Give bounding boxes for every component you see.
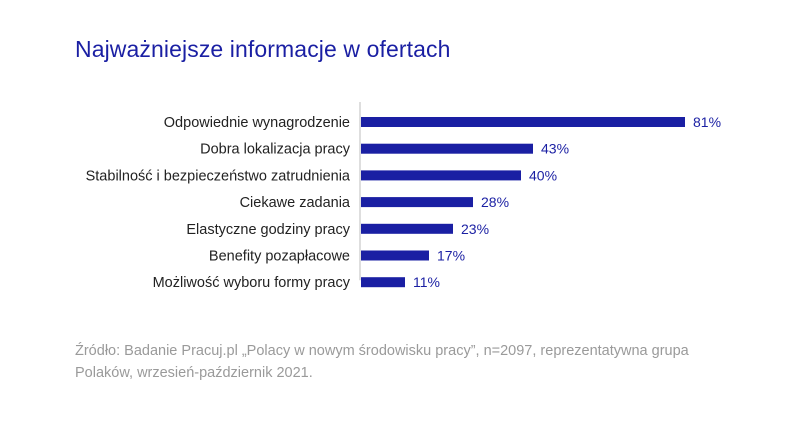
chart-title: Najważniejsze informacje w ofertach [75,36,451,62]
category-label: Stabilność i bezpieczeństwo zatrudnienia [86,168,351,184]
category-label: Ciekawe zadania [240,195,351,211]
bar [361,143,533,154]
source-note: Źródło: Badanie Pracuj.pl „Polacy w nowy… [75,343,689,381]
category-label: Odpowiednie wynagrodzenie [164,115,350,131]
bar-chart: Odpowiednie wynagrodzenie 81% Dobra lokali… [86,102,721,291]
bar [361,250,429,261]
value-label: 23% [461,221,489,237]
category-label: Benefity pozapłacowe [209,249,350,265]
value-label: 81% [693,114,721,130]
bar [361,170,521,181]
bar [361,197,473,208]
bar [361,117,685,127]
value-label: 40% [529,167,557,183]
value-label: 28% [481,194,509,210]
value-label: 11% [413,274,440,290]
value-label: 43% [541,141,569,157]
category-label: Możliwość wyboru formy pracy [153,275,351,291]
category-label: Dobra lokalizacja pracy [200,142,351,158]
category-label: Elastyczne godziny pracy [186,222,350,238]
bar [361,223,453,234]
value-label: 17% [437,248,465,264]
bar [361,277,405,288]
